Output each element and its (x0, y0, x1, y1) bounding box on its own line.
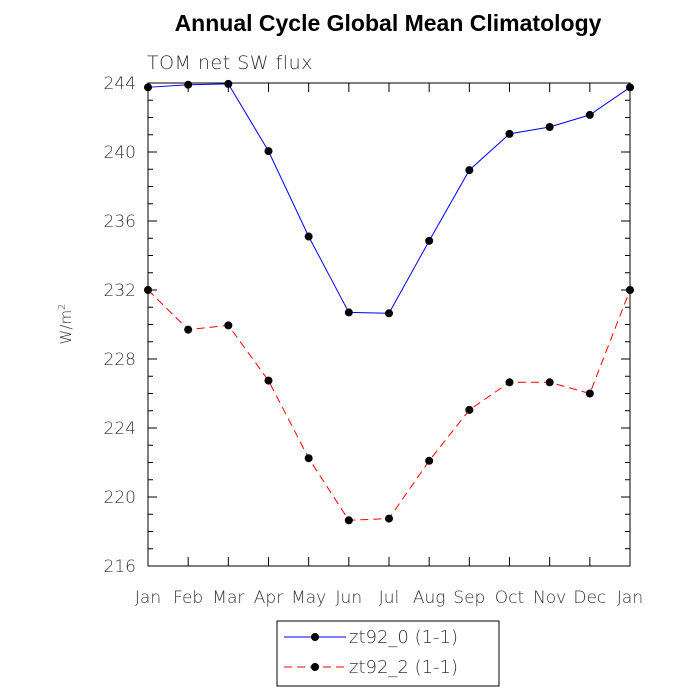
series-2-point (545, 378, 554, 387)
x-tick-label: Nov (533, 588, 566, 608)
plot-frame (147, 82, 631, 567)
x-axis-ticks: Jan Feb Mar Apr May Jun Jul Aug Sep Oct Nov Dec Jan (135, 83, 643, 608)
series-2-point (304, 454, 313, 463)
series-1-point (545, 122, 554, 131)
series-2-point (184, 325, 193, 334)
x-tick-label: Jun (336, 588, 363, 608)
series-1-point (585, 110, 594, 119)
x-tick-label: Jan (617, 588, 643, 608)
series-2-point (385, 514, 393, 523)
plot-border (147, 82, 631, 567)
y-tick-label: 228 (104, 350, 136, 370)
series-2-point (264, 376, 273, 385)
x-tick-label: Dec (573, 588, 606, 608)
y-tick-label: 240 (104, 143, 136, 163)
series-1-point (505, 129, 514, 138)
series-2-point (344, 516, 353, 525)
series-1-point (144, 83, 152, 92)
series-line-2 (147, 289, 631, 521)
series-1-point (304, 232, 313, 241)
y-axis-label: W/m2 (57, 304, 75, 345)
series-1-point (184, 80, 193, 89)
series-1-point (344, 308, 353, 317)
x-tick-label: May (291, 588, 326, 608)
x-tick-label: Feb (173, 588, 203, 608)
series-2-point (425, 456, 434, 465)
legend-marker-series-1 (311, 633, 319, 641)
legend-box (276, 620, 500, 687)
series-1-point (465, 166, 474, 175)
series-2-point (626, 286, 634, 294)
x-tick-label: Apr (254, 588, 283, 608)
series-2-point (224, 321, 233, 330)
x-tick-label: Jul (379, 588, 400, 608)
series-line-1 (147, 83, 631, 314)
y-axis-ticks: 216 220 224 228 232 236 240 244 (104, 74, 630, 577)
x-tick-label: Oct (495, 588, 524, 608)
x-tick-label: Mar (212, 588, 244, 608)
y-tick-label: 236 (104, 212, 136, 232)
legend-label-series-2: zt92_2 (1-1) (349, 657, 458, 678)
y-tick-label: 220 (104, 488, 136, 508)
chart-subtitle: TOM net SW flux (147, 52, 313, 74)
y-tick-label: 216 (104, 557, 136, 577)
series-1-point (264, 147, 273, 156)
series-1-point (626, 83, 634, 92)
y-tick-label: 244 (104, 74, 136, 94)
series-1-point (425, 236, 434, 245)
y-tick-label: 224 (104, 419, 136, 439)
legend-label-series-1: zt92_0 (1-1) (349, 627, 458, 648)
series-layer (144, 79, 634, 525)
series-2-point (465, 405, 474, 414)
chart-title: Annual Cycle Global Mean Climatology (175, 10, 602, 36)
legend: zt92_0 (1-1) zt92_2 (1-1) (276, 620, 500, 687)
series-1-point (385, 309, 393, 318)
y-tick-label: 232 (104, 281, 136, 301)
series-2-point (144, 286, 152, 294)
series-2-point (505, 378, 514, 387)
x-tick-label: Sep (453, 588, 485, 608)
x-tick-label: Aug (413, 588, 446, 608)
series-1-point (224, 79, 233, 88)
legend-marker-series-2 (311, 663, 319, 671)
series-2-point (585, 389, 594, 398)
x-tick-label: Jan (135, 588, 161, 608)
